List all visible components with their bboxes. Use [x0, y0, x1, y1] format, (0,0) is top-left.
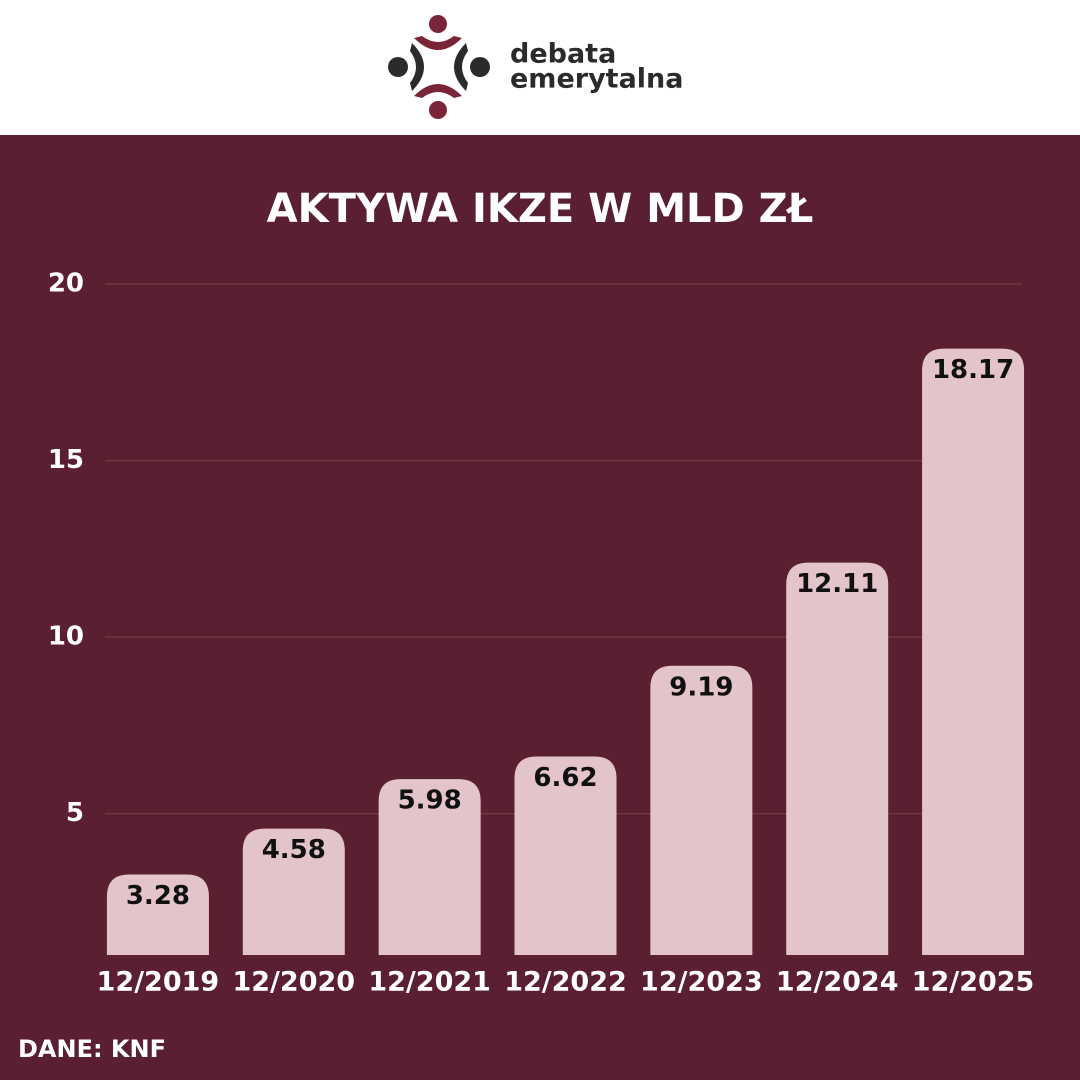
value-label: 12.11 — [796, 569, 878, 599]
value-label: 18.17 — [932, 355, 1014, 385]
y-tick-label: 5 — [66, 798, 84, 828]
bar — [378, 779, 481, 955]
x-tick-label: 12/2019 — [97, 967, 220, 998]
y-tick-label: 15 — [48, 445, 84, 475]
bar — [242, 828, 345, 955]
y-tick-label: 10 — [48, 622, 84, 652]
bar — [786, 562, 889, 955]
value-label: 4.58 — [262, 835, 326, 865]
chart-title: AKTYWA IKZE W MLD ZŁ — [267, 186, 814, 232]
logo-icon — [388, 15, 490, 119]
bar — [922, 348, 1025, 955]
value-label: 9.19 — [669, 672, 733, 702]
x-tick-label: 12/2023 — [640, 967, 763, 998]
logo-text: emerytalna — [510, 64, 684, 95]
header — [0, 0, 1080, 135]
x-tick-label: 12/2021 — [368, 967, 491, 998]
bar — [650, 665, 753, 955]
logo-text: debata — [510, 39, 616, 70]
x-tick-label: 12/2022 — [504, 967, 627, 998]
x-tick-label: 12/2024 — [776, 967, 899, 998]
bar — [514, 756, 617, 955]
value-label: 3.28 — [126, 881, 190, 911]
bar — [106, 874, 209, 955]
value-label: 6.62 — [533, 763, 597, 793]
x-tick-label: 12/2020 — [232, 967, 355, 998]
y-tick-label: 20 — [48, 269, 84, 299]
value-label: 5.98 — [398, 786, 462, 816]
x-tick-label: 12/2025 — [912, 967, 1035, 998]
source: DANE: KNF — [18, 1035, 166, 1063]
